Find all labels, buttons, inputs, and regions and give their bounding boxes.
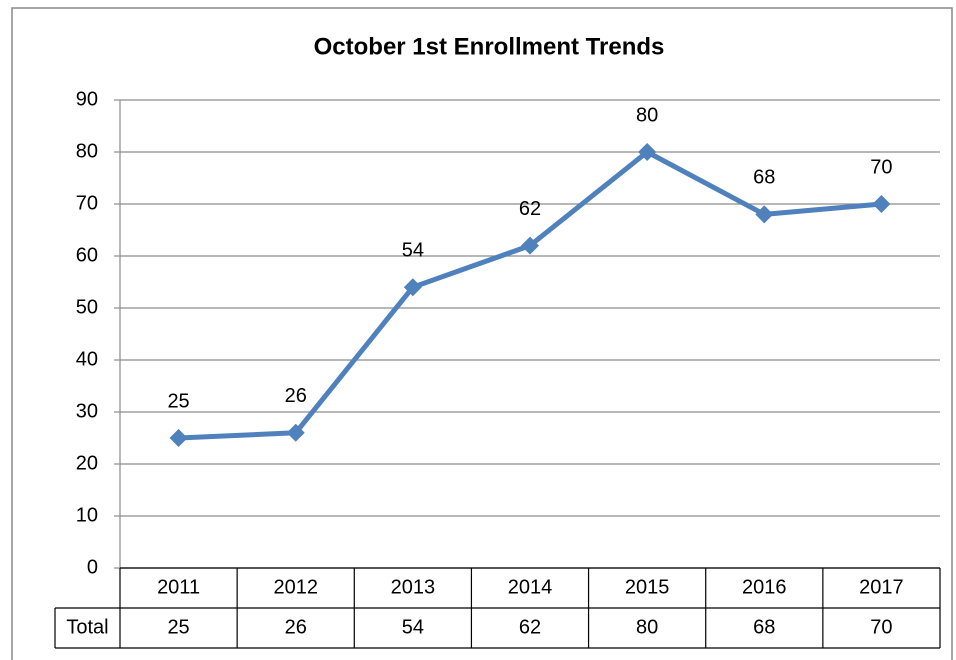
y-tick-label: 80 [76, 140, 98, 162]
y-tick-label: 60 [76, 244, 98, 266]
data-label: 80 [636, 104, 658, 126]
y-tick-label: 40 [76, 348, 98, 370]
table-value: 80 [636, 616, 658, 638]
table-value: 54 [402, 616, 424, 638]
x-tick-label: 2015 [625, 576, 670, 598]
data-label: 26 [285, 385, 307, 407]
marker [872, 195, 891, 213]
table-value: 68 [753, 616, 775, 638]
y-tick-label: 0 [87, 556, 98, 578]
table-value: 25 [167, 616, 189, 638]
marker [638, 143, 657, 161]
x-tick-label: 2011 [157, 576, 200, 598]
data-label: 68 [753, 167, 775, 189]
y-tick-label: 50 [76, 296, 98, 318]
marker [403, 278, 422, 297]
y-tick-label: 20 [76, 452, 98, 474]
y-tick-label: 90 [76, 88, 98, 110]
data-label: 62 [519, 198, 541, 220]
table-value: 70 [870, 616, 892, 638]
marker [755, 205, 774, 224]
x-tick-label: 2012 [273, 576, 318, 598]
data-label: 54 [402, 239, 424, 261]
marker [169, 429, 188, 447]
table-series-name: Total [66, 616, 108, 638]
chart-title: October 1st Enrollment Trends [314, 33, 665, 60]
table-value: 26 [285, 616, 307, 638]
data-label: 25 [167, 390, 189, 412]
y-tick-label: 10 [76, 504, 98, 526]
y-tick-label: 30 [76, 400, 98, 422]
y-tick-label: 70 [76, 192, 98, 214]
table-value: 62 [519, 616, 541, 638]
x-tick-label: 2014 [508, 576, 553, 598]
x-tick-label: 2016 [742, 576, 787, 598]
x-tick-label: 2013 [391, 576, 436, 598]
marker [521, 236, 539, 255]
chart-border [11, 7, 953, 660]
x-tick-label: 2017 [859, 576, 904, 598]
marker [286, 423, 305, 442]
data-label: 70 [870, 156, 892, 178]
